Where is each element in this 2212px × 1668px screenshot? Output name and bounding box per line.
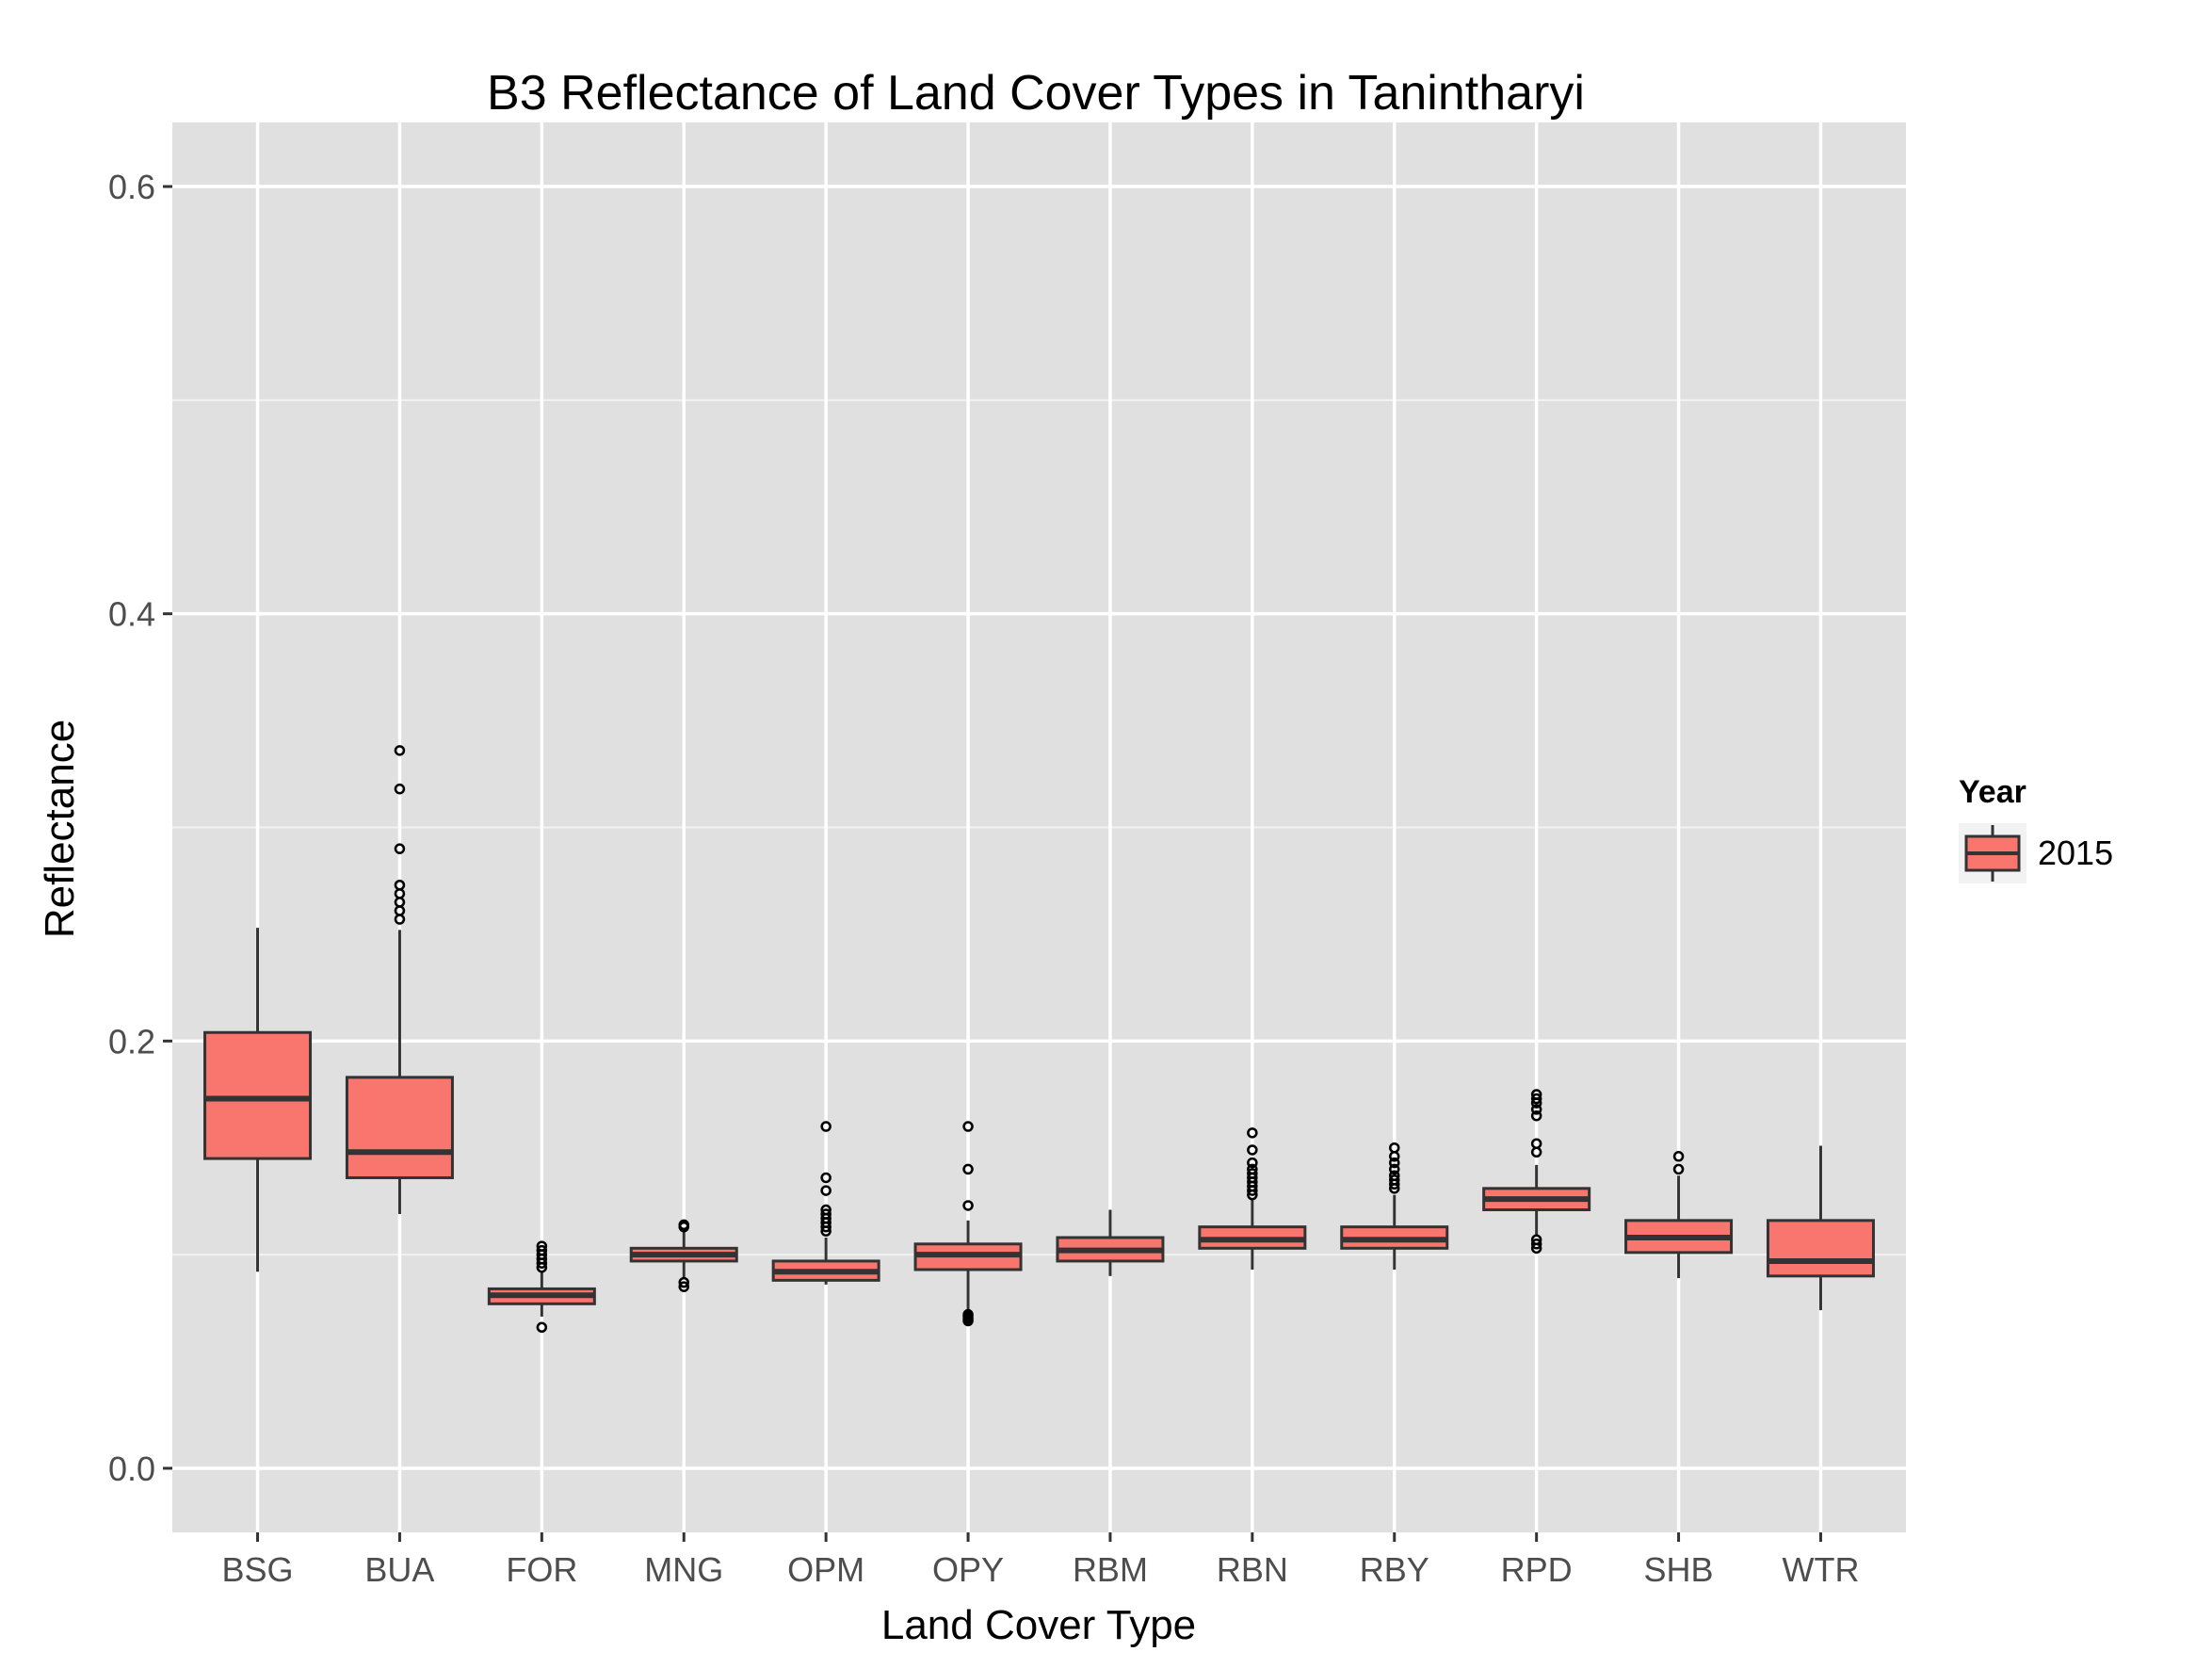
box-rbm: [1056, 1209, 1165, 1276]
x-tick-label-opm: OPM: [787, 1550, 864, 1589]
box-opy: [913, 1121, 1023, 1327]
outlier-point: [1672, 1163, 1685, 1175]
y-tick-label: 0.2: [108, 1022, 155, 1061]
outlier-point: [1530, 1104, 1542, 1115]
outlier-point: [1389, 1157, 1400, 1169]
outlier-point: [1672, 1151, 1685, 1162]
outlier-point: [536, 1240, 548, 1252]
y-axis: 0.0 0.2 0.4 0.6: [108, 168, 172, 1488]
box-rpd: [1482, 1089, 1591, 1255]
legend: Year 2015: [1959, 774, 2113, 883]
box-iqr: [203, 1030, 313, 1160]
x-tick-label-rbn: RBN: [1217, 1550, 1288, 1589]
chart-title: B3 Reflectance of Land Cover Types in Ta…: [487, 66, 1585, 121]
x-tick-label-rpd: RPD: [1501, 1550, 1573, 1589]
outlier-point: [394, 879, 406, 891]
outlier-point: [678, 1281, 689, 1292]
x-tick-label-bua: BUA: [364, 1550, 434, 1589]
box-iqr: [1766, 1219, 1875, 1278]
outlier-point: [1530, 1234, 1542, 1246]
outlier-point: [1247, 1127, 1258, 1139]
x-tick-label-wtr: WTR: [1782, 1550, 1859, 1589]
outlier-point: [536, 1321, 548, 1334]
outlier-point: [962, 1163, 974, 1175]
outlier-point: [1389, 1170, 1400, 1181]
x-tick-label-rby: RBY: [1360, 1550, 1429, 1589]
outlier-point: [1247, 1144, 1258, 1156]
outlier-point: [536, 1244, 548, 1256]
x-tick-label-mng: MNG: [644, 1550, 723, 1589]
box-rby: [1340, 1142, 1449, 1271]
outlier-point: [820, 1185, 832, 1196]
outlier-point: [962, 1308, 974, 1320]
y-tick-label: 0.4: [108, 595, 155, 634]
y-axis-title: Reflectance: [37, 720, 83, 938]
outlier-point: [1247, 1163, 1258, 1175]
x-tick-label-bsg: BSG: [222, 1550, 294, 1589]
outlier-point: [1247, 1157, 1258, 1169]
outlier-point: [394, 745, 406, 756]
outlier-point: [394, 843, 406, 854]
y-tick-label: 0.6: [108, 168, 155, 206]
x-tick-label-shb: SHB: [1644, 1550, 1714, 1589]
legend-label-2015: 2015: [2038, 834, 2113, 872]
y-tick-label: 0.0: [108, 1449, 155, 1488]
box-bsg: [203, 928, 313, 1272]
outlier-point: [1389, 1142, 1400, 1154]
outlier-point: [962, 1121, 974, 1132]
legend-title: Year: [1959, 774, 2026, 810]
outlier-point: [678, 1276, 689, 1288]
outlier-point: [1389, 1174, 1400, 1186]
outlier-point: [820, 1121, 832, 1132]
x-tick-label-opy: OPY: [932, 1550, 1004, 1589]
outlier-point: [1530, 1239, 1542, 1250]
outlier-point: [962, 1200, 974, 1211]
box-for: [487, 1240, 596, 1334]
box-opm: [771, 1121, 880, 1285]
outlier-point: [1530, 1109, 1542, 1122]
outlier-point: [820, 1208, 832, 1220]
box-shb: [1624, 1151, 1734, 1279]
box-iqr: [345, 1076, 454, 1179]
box-series-2015: [203, 745, 1875, 1334]
outlier-point: [820, 1204, 832, 1216]
outlier-point: [1247, 1168, 1258, 1179]
box-rbn: [1198, 1127, 1307, 1271]
outlier-point: [394, 783, 406, 795]
outlier-point: [1530, 1093, 1542, 1105]
x-axis: BSG BUA FOR MNG OPM OPY RBM RBN RBY RPD SHB WTR: [222, 1532, 1859, 1589]
x-axis-title: Land Cover Type: [881, 1602, 1196, 1648]
outlier-point: [820, 1172, 832, 1184]
outlier-point: [1530, 1089, 1542, 1100]
outlier-point: [678, 1219, 689, 1231]
x-tick-label-rbm: RBM: [1073, 1550, 1148, 1589]
box-wtr: [1766, 1145, 1875, 1311]
outlier-point: [1389, 1163, 1400, 1175]
box-bua: [345, 745, 454, 1215]
x-tick-label-for: FOR: [506, 1550, 577, 1589]
outlier-point: [1530, 1138, 1542, 1149]
box-mng: [629, 1219, 738, 1292]
